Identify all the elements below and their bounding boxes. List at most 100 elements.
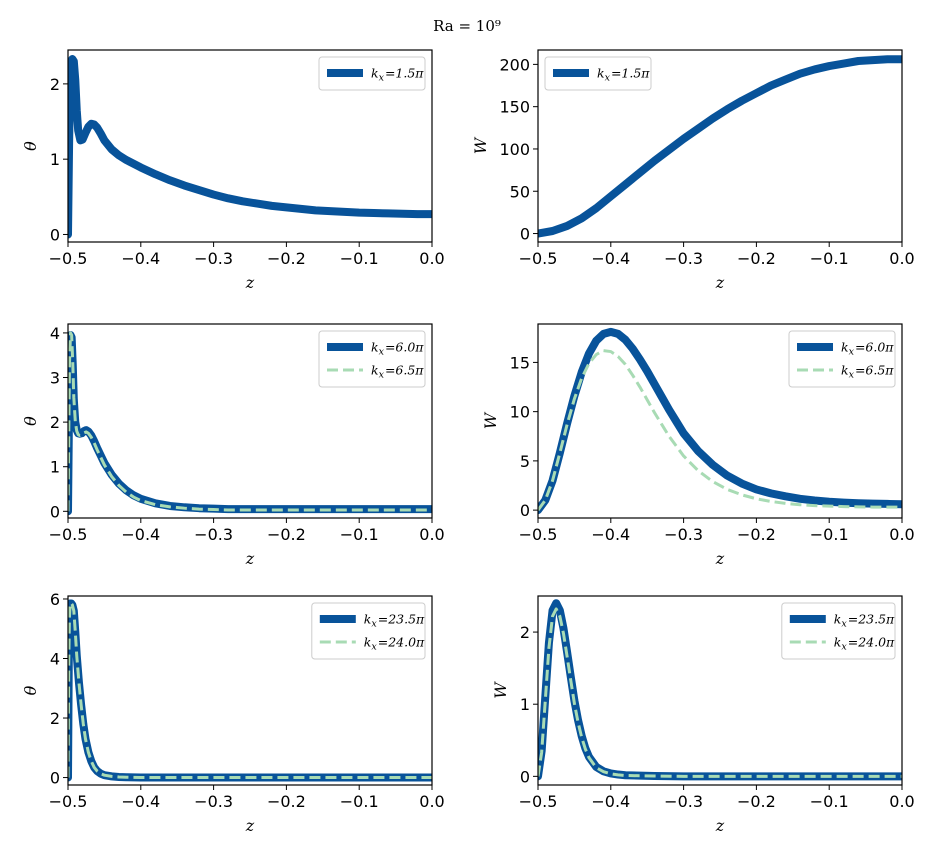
y-tick-label: 3 — [50, 369, 60, 388]
x-tick-label: 0.0 — [419, 249, 444, 268]
legend-label-1: kx=23.5π — [364, 612, 425, 630]
series-group — [538, 327, 902, 515]
legend-label-1: kx=1.5π — [597, 66, 650, 84]
legend-label-1: kx=6.0π — [371, 340, 424, 358]
legend: kx=1.5π — [318, 56, 426, 91]
legend: kx=6.0π kx=6.5π — [318, 330, 426, 388]
legend: kx=23.5π kx=24.0π — [311, 602, 426, 660]
x-tick-label: 0.0 — [889, 792, 914, 811]
y-tick-label: 4 — [50, 324, 60, 343]
x-tick-label: −0.2 — [267, 249, 306, 268]
x-axis-label: z — [245, 816, 255, 835]
axes-frame — [67, 49, 433, 243]
x-tick-label: −0.2 — [737, 525, 776, 544]
y-tick-label: 6 — [50, 590, 60, 609]
axes-frame — [67, 323, 433, 519]
y-tick-label: 0 — [520, 501, 530, 520]
y-tick-label: 1 — [50, 150, 60, 169]
series-line-1 — [68, 55, 432, 239]
series-line-1 — [538, 327, 902, 515]
x-tick-label: −0.4 — [591, 792, 630, 811]
x-tick-label: −0.5 — [519, 525, 558, 544]
y-tick-label: 200 — [499, 55, 530, 74]
legend-label-2: kx=24.0π — [364, 635, 425, 653]
y-axis-label: W — [491, 681, 510, 699]
x-tick-label: −0.1 — [340, 792, 379, 811]
series-line-2 — [68, 601, 432, 780]
figure-suptitle: Ra = 10⁹ — [433, 17, 501, 35]
axes-frame — [537, 323, 903, 519]
x-tick-label: −0.2 — [267, 525, 306, 544]
panel-p6: −0.5 −0.4 −0.3 −0.2 −0.1 0.0012zWkx=23.5πkx=2… — [491, 595, 915, 835]
x-tick-label: −0.1 — [810, 249, 849, 268]
series-group — [68, 599, 432, 782]
legend-label-1: kx=1.5π — [371, 66, 424, 84]
x-tick-label: −0.5 — [519, 792, 558, 811]
y-axis-label: W — [471, 136, 490, 154]
x-axis-label: z — [245, 549, 255, 568]
panel-p2: −0.5 −0.4 −0.3 −0.2 −0.1 0.0 0 50 100 150 200 z Wkx=… — [471, 49, 915, 292]
panel-p4: −0.5 −0.4 −0.3 −0.2 −0.1 0.0051015zWkx=6.0πkx… — [481, 323, 915, 568]
series-line-2 — [538, 607, 902, 778]
y-tick-label: 2 — [50, 709, 60, 728]
y-tick-label: 0 — [50, 769, 60, 788]
x-tick-label: −0.2 — [737, 792, 776, 811]
x-tick-label: −0.4 — [591, 249, 630, 268]
legend-label-2: kx=6.5π — [841, 363, 894, 381]
y-tick-label: 0 — [520, 767, 530, 786]
panel-p3: −0.5 −0.4 −0.3 −0.2 −0.1 0.001234zθkx=6.0πkx=… — [21, 323, 445, 568]
x-tick-label: −0.3 — [194, 792, 233, 811]
series-group — [68, 55, 432, 239]
series-group — [538, 599, 902, 781]
y-tick-label: 50 — [510, 182, 530, 201]
y-tick-label: 100 — [499, 140, 530, 159]
x-axis-label: z — [715, 549, 725, 568]
y-tick-label: 10 — [510, 403, 530, 422]
legend: kx=6.0π kx=6.5π — [788, 330, 896, 388]
series-line-2 — [68, 331, 432, 512]
x-axis-label: z — [715, 816, 725, 835]
x-tick-label: −0.3 — [664, 249, 703, 268]
y-tick-label: 4 — [50, 650, 60, 669]
x-tick-label: −0.3 — [194, 525, 233, 544]
legend-label-1: kx=23.5π — [834, 612, 895, 630]
legend-box — [318, 56, 426, 91]
y-axis-label: W — [481, 411, 500, 429]
x-axis-label: z — [245, 273, 255, 292]
x-tick-label: −0.4 — [591, 525, 630, 544]
y-tick-label: 1 — [520, 695, 530, 714]
axes-frame — [67, 595, 433, 786]
x-tick-label: −0.5 — [49, 249, 88, 268]
y-tick-label: 2 — [50, 75, 60, 94]
y-tick-label: 15 — [510, 353, 530, 372]
y-tick-label: 0 — [50, 225, 60, 244]
x-tick-label: −0.1 — [810, 792, 849, 811]
x-tick-label: −0.3 — [194, 249, 233, 268]
legend-box — [544, 56, 652, 91]
x-tick-label: 0.0 — [889, 525, 914, 544]
panel-p5: −0.5 −0.4 −0.3 −0.2 −0.1 0.00246zθkx=23.5πkx=… — [21, 590, 445, 835]
panel-p1: −0.5 −0.4 −0.3 −0.2 −0.1 0.0 0 1 2 z θ kx=1.5π — [21, 49, 445, 292]
legend: kx=23.5π kx=24.0π — [781, 602, 896, 660]
y-tick-label: 1 — [50, 458, 60, 477]
series-group — [68, 331, 432, 516]
x-tick-label: 0.0 — [419, 792, 444, 811]
axes-frame — [537, 49, 903, 243]
x-tick-label: −0.4 — [121, 249, 160, 268]
axes-frame — [537, 595, 903, 786]
x-tick-label: 0.0 — [419, 525, 444, 544]
x-tick-label: −0.1 — [810, 525, 849, 544]
legend-label-2: kx=24.0π — [834, 635, 895, 653]
y-tick-label: 0 — [50, 502, 60, 521]
x-tick-label: −0.2 — [737, 249, 776, 268]
y-tick-label: 2 — [520, 623, 530, 642]
series-line-1 — [538, 55, 902, 238]
legend-label-2: kx=6.5π — [371, 363, 424, 381]
x-tick-label: −0.2 — [267, 792, 306, 811]
y-tick-label: 2 — [50, 413, 60, 432]
y-tick-label: 5 — [520, 452, 530, 471]
x-tick-label: −0.1 — [340, 249, 379, 268]
legend-label-1: kx=6.0π — [841, 340, 894, 358]
y-tick-label: 0 — [520, 225, 530, 244]
